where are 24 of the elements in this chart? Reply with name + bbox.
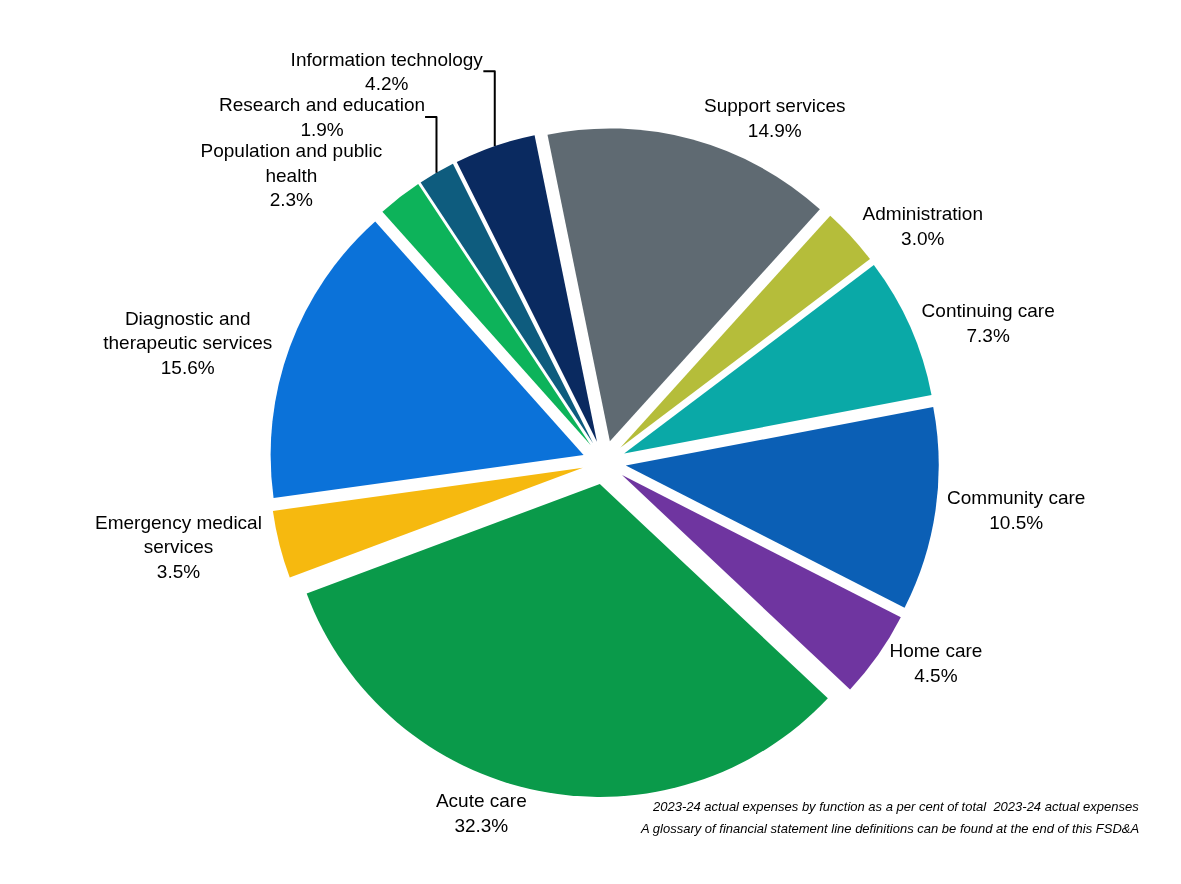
text: 2023-24 actual expenses by function as a per cent of total 2023-24 actual expenses: [652, 799, 1140, 814]
data-label: 10.5%: [989, 512, 1044, 534]
data-label: 7.3%: [966, 324, 1010, 346]
slice-label: Diagnostic and therapeutic services: [103, 307, 273, 354]
text: A glossary of financial statement line definitions can be found at the end of this FSD&A: [640, 821, 1140, 836]
slice-label: Information technology: [290, 48, 484, 70]
data-label: 1.9%: [300, 118, 344, 140]
data-label: 3.5%: [156, 560, 201, 582]
data-label: 4.5%: [914, 664, 958, 686]
slice-label: Community care: [947, 487, 1086, 509]
slice-label: Home care: [889, 639, 983, 661]
slice-label: Research and education: [219, 94, 426, 116]
data-label: 4.2%: [365, 73, 409, 95]
data-label: 3.0%: [901, 227, 945, 249]
data-label: 15.6%: [160, 357, 215, 378]
slice-label: Administration: [862, 203, 983, 225]
data-label: 14.9%: [747, 120, 802, 142]
slice-label: Continuing care: [921, 300, 1055, 322]
data-label: 2.3%: [269, 189, 314, 211]
slice-label: Support services: [704, 95, 846, 117]
slice-label: Emergency medical services: [95, 511, 262, 558]
slice-label: Acute care: [435, 789, 527, 811]
slice-label: Population and public health: [200, 139, 383, 186]
data-label: 32.3%: [454, 814, 509, 836]
